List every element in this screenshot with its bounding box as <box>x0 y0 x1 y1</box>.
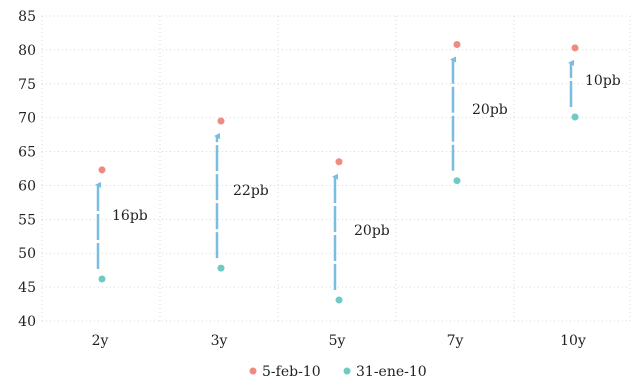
y-tick-label: 40 <box>18 314 36 330</box>
annotation-label: 10pb <box>585 73 621 89</box>
gridlines <box>41 15 631 322</box>
annotation-label: 16pb <box>112 208 148 224</box>
point-31-ene-10 <box>335 296 343 304</box>
y-tick-label: 50 <box>18 246 36 262</box>
legend-label: 31-ene-10 <box>356 364 427 380</box>
annotation-label: 22pb <box>233 183 269 199</box>
annotation-label: 20pb <box>472 102 508 118</box>
point-5-feb-10 <box>98 166 106 174</box>
legend: 5-feb-10 31-ene-10 <box>249 364 427 380</box>
x-tick-label: 5y <box>329 333 346 349</box>
legend-label: 5-feb-10 <box>262 364 321 380</box>
y-tick-label: 45 <box>18 280 36 296</box>
point-31-ene-10 <box>453 177 461 185</box>
data-points <box>98 40 579 304</box>
legend-swatch-5-feb-10 <box>249 367 257 375</box>
y-tick-label: 70 <box>18 111 36 127</box>
x-tick-label: 7y <box>447 333 464 349</box>
annotation-label: 20pb <box>354 223 390 239</box>
x-tick-label: 10y <box>560 333 586 349</box>
point-31-ene-10 <box>217 264 225 272</box>
point-31-ene-10 <box>571 113 579 121</box>
y-tick-label: 75 <box>18 77 36 93</box>
x-tick-label: 2y <box>92 333 109 349</box>
x-tick-label: 3y <box>211 333 228 349</box>
y-tick-label: 80 <box>18 43 36 59</box>
point-5-feb-10 <box>453 40 461 48</box>
x-axis: 2y 3y 5y 7y 10y <box>92 333 586 349</box>
y-tick-label: 65 <box>18 145 36 161</box>
point-5-feb-10 <box>217 117 225 125</box>
point-5-feb-10 <box>335 158 343 166</box>
legend-swatch-31-ene-10 <box>343 367 351 375</box>
point-5-feb-10 <box>571 44 579 52</box>
y-tick-label: 60 <box>18 178 36 194</box>
y-axis: 40 45 50 55 60 65 70 75 80 85 <box>18 9 36 330</box>
y-tick-label: 85 <box>18 9 36 25</box>
change-arrows <box>95 56 574 290</box>
annotations: 16pb 22pb 20pb 20pb 10pb <box>112 73 621 239</box>
point-31-ene-10 <box>98 275 106 283</box>
y-tick-label: 55 <box>18 212 36 228</box>
